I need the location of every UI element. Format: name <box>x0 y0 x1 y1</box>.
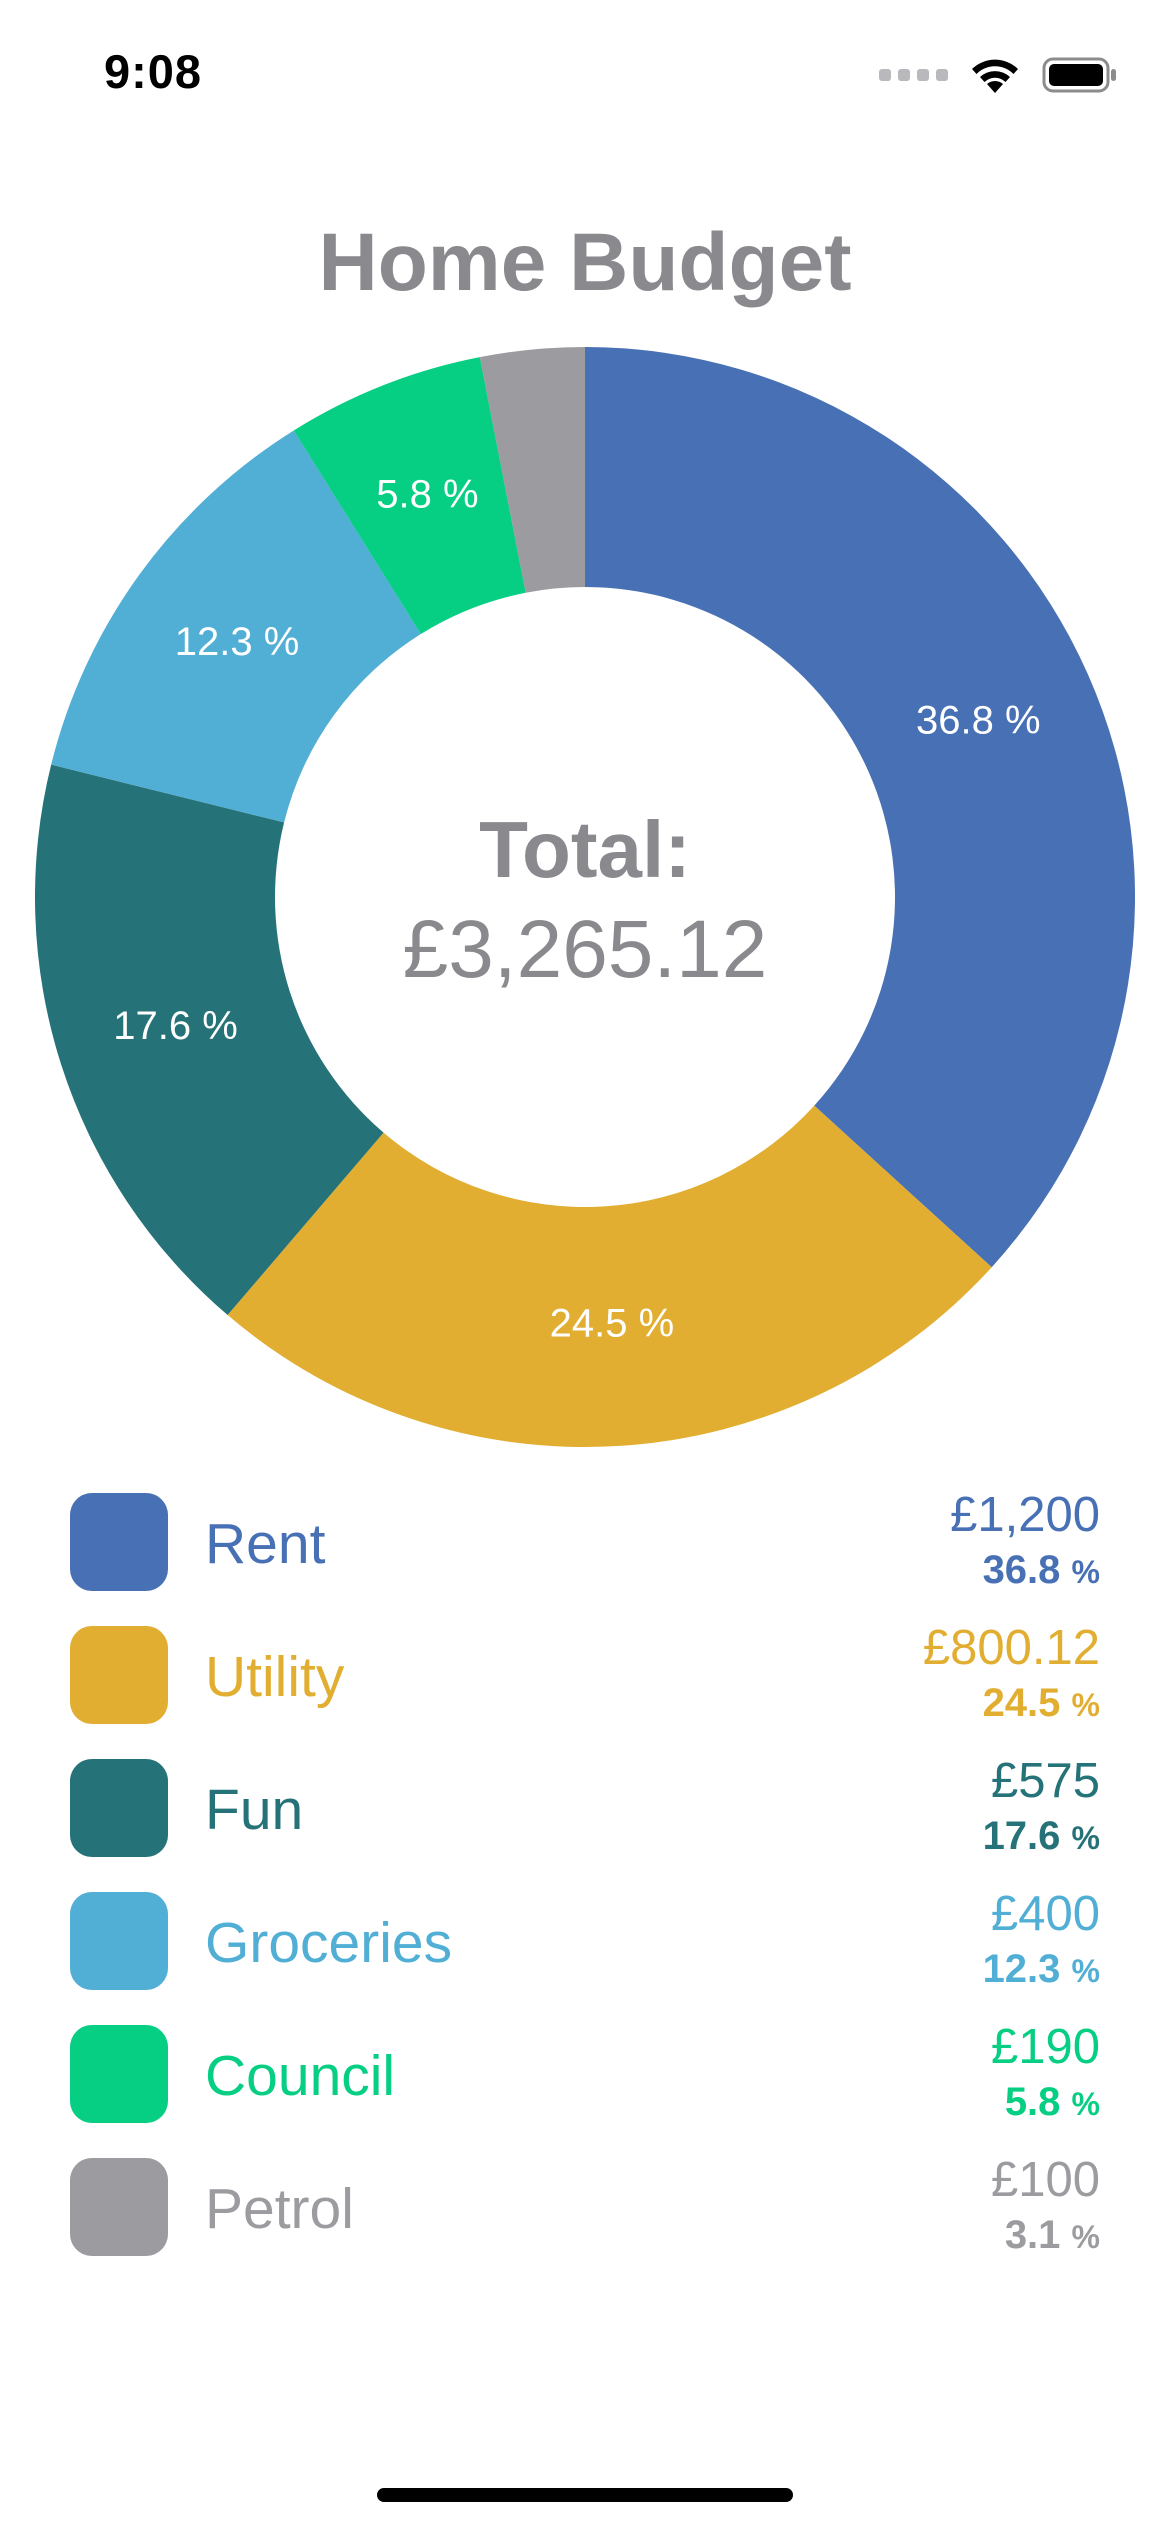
legend-name: Council <box>205 2044 396 2108</box>
slice-council <box>293 357 526 635</box>
legend-item-utility: Utility £800.12 24.5 % <box>70 1621 1100 1759</box>
status-icons <box>879 50 1118 100</box>
legend-item-groceries: Groceries £400 12.3 % <box>70 1887 1100 2025</box>
slice-label-groceries: 12.3 % <box>175 620 300 664</box>
legend-item-petrol: Petrol £100 3.1 % <box>70 2153 1100 2291</box>
legend-name: Rent <box>205 1512 326 1576</box>
legend-name: Petrol <box>205 2177 354 2241</box>
page-title: Home Budget <box>318 217 852 308</box>
legend-swatch <box>70 1493 168 1591</box>
wifi-icon <box>972 59 1018 93</box>
slice-groceries <box>51 430 421 823</box>
battery-icon <box>1042 57 1116 93</box>
slice-rent <box>585 347 1135 1268</box>
legend-swatch <box>70 1626 168 1724</box>
status-time: 9:08 <box>104 45 203 98</box>
legend-percent: 24.5 % <box>982 1681 1100 1725</box>
legend-swatch <box>70 1759 168 1857</box>
legend-swatch <box>70 1892 168 1990</box>
legend-swatch <box>70 2025 168 2123</box>
budget-donut-chart: 36.8 % 24.5 % 17.6 % 12.3 % 5.8 % <box>35 347 1135 1447</box>
slice-label-rent: 36.8 % <box>916 699 1041 743</box>
legend-percent: 12.3 % <box>982 1947 1100 1991</box>
legend-amount: £1,200 <box>950 1488 1100 1542</box>
legend-amount: £400 <box>990 1887 1100 1941</box>
legend-percent: 5.8 % <box>1004 2080 1100 2124</box>
total-value: £3,265.12 <box>402 904 768 995</box>
slice-label-council: 5.8 % <box>376 472 478 516</box>
slice-label-utility: 24.5 % <box>550 1302 675 1346</box>
legend-name: Utility <box>205 1645 345 1709</box>
legend-item-council: Council £190 5.8 % <box>70 2020 1100 2158</box>
legend-item-rent: Rent £1,200 36.8 % <box>70 1488 1100 1626</box>
legend-percent: 36.8 % <box>982 1548 1100 1592</box>
legend-percent: 17.6 % <box>982 1814 1100 1858</box>
legend-percent: 3.1 % <box>1004 2213 1100 2257</box>
slice-petrol <box>479 347 585 593</box>
slice-fun <box>35 764 384 1316</box>
legend-amount: £100 <box>990 2153 1100 2207</box>
status-bar: 9:08 <box>0 0 1170 150</box>
legend-swatch <box>70 2158 168 2256</box>
legend: Rent £1,200 36.8 % Utility £800.12 24.5 … <box>70 1488 1100 2291</box>
home-indicator <box>377 2488 793 2502</box>
slice-label-fun: 17.6 % <box>113 1004 238 1048</box>
cellular-signal-icon <box>879 69 948 81</box>
legend-amount: £190 <box>990 2020 1100 2074</box>
legend-item-fun: Fun £575 17.6 % <box>70 1754 1100 1892</box>
slice-utility <box>227 1105 992 1447</box>
legend-name: Fun <box>205 1778 304 1842</box>
legend-name: Groceries <box>205 1911 453 1975</box>
legend-amount: £800.12 <box>922 1621 1100 1675</box>
total-label: Total: <box>479 805 691 894</box>
legend-amount: £575 <box>990 1754 1100 1808</box>
